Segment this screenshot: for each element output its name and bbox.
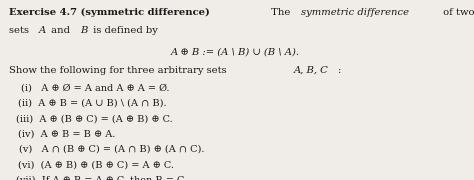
Text: Exercise 4.7 (symmetric difference): Exercise 4.7 (symmetric difference) — [9, 8, 210, 17]
Text: and: and — [48, 26, 73, 35]
Text: (vii)  If A ⊕ B = A ⊕ C, then B = C.: (vii) If A ⊕ B = A ⊕ C, then B = C. — [16, 176, 187, 180]
Text: The: The — [268, 8, 293, 17]
Text: (vi)  (A ⊕ B) ⊕ (B ⊕ C) = A ⊕ C.: (vi) (A ⊕ B) ⊕ (B ⊕ C) = A ⊕ C. — [18, 160, 174, 169]
Text: B: B — [80, 26, 88, 35]
Text: (i)   A ⊕ Ø = A and A ⊕ A = Ø.: (i) A ⊕ Ø = A and A ⊕ A = Ø. — [21, 84, 170, 93]
Text: sets: sets — [9, 26, 32, 35]
Text: (iv)  A ⊕ B = B ⊕ A.: (iv) A ⊕ B = B ⊕ A. — [18, 130, 115, 139]
Text: (ii)  A ⊕ B = (A ∪ B) \ (A ∩ B).: (ii) A ⊕ B = (A ∪ B) \ (A ∩ B). — [18, 99, 167, 108]
Text: A: A — [38, 26, 46, 35]
Text: :: : — [338, 66, 342, 75]
Text: (iii)  A ⊕ (B ⊕ C) = (A ⊕ B) ⊕ C.: (iii) A ⊕ (B ⊕ C) = (A ⊕ B) ⊕ C. — [16, 114, 173, 123]
Text: A ⊕ B := (A \ B) ∪ (B \ A).: A ⊕ B := (A \ B) ∪ (B \ A). — [171, 48, 300, 57]
Text: A, B, C: A, B, C — [293, 66, 328, 75]
Text: of two: of two — [440, 8, 474, 17]
Text: symmetric difference: symmetric difference — [301, 8, 409, 17]
Text: Show the following for three arbitrary sets: Show the following for three arbitrary s… — [9, 66, 229, 75]
Text: is defined by: is defined by — [90, 26, 157, 35]
Text: (v)   A ∩ (B ⊕ C) = (A ∩ B) ⊕ (A ∩ C).: (v) A ∩ (B ⊕ C) = (A ∩ B) ⊕ (A ∩ C). — [19, 145, 205, 154]
